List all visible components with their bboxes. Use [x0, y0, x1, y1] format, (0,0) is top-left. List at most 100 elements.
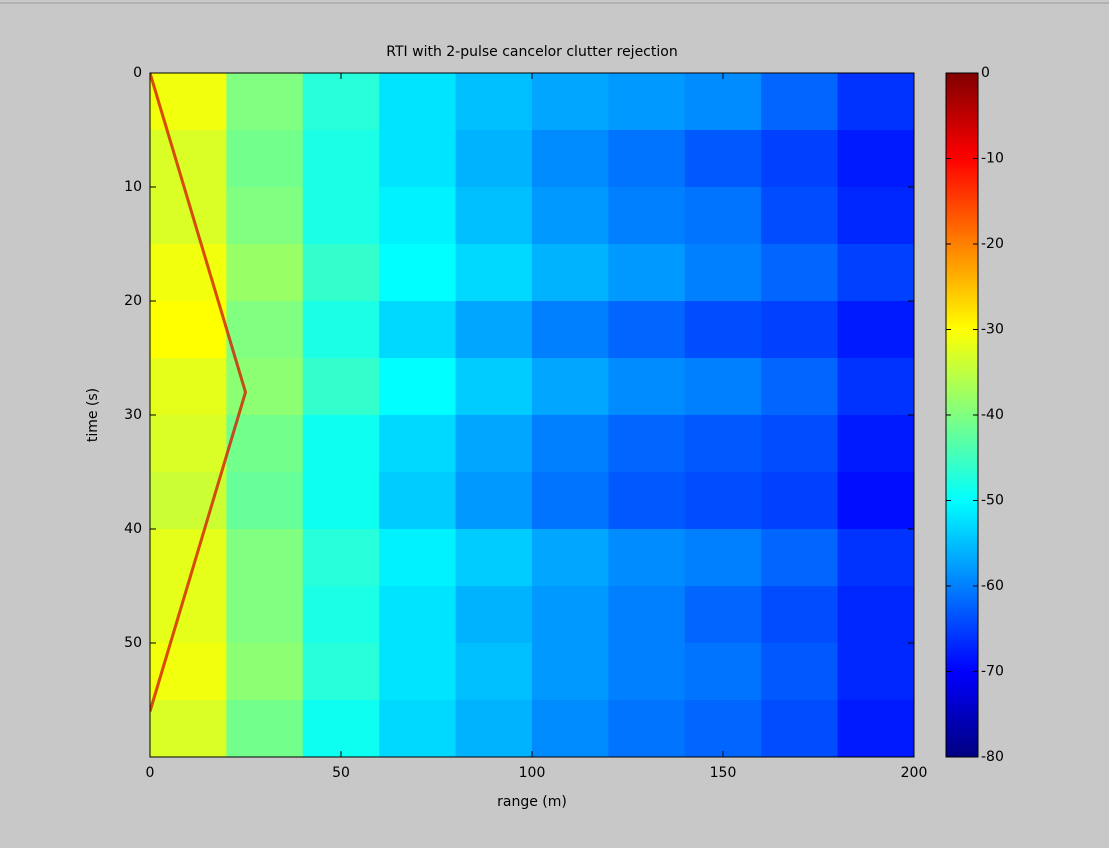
colorbar-tick-label: 0	[981, 65, 990, 81]
heatmap-cell	[837, 244, 914, 302]
heatmap-cell	[532, 301, 609, 359]
heatmap-cell	[302, 130, 380, 188]
heatmap-cell	[379, 472, 457, 530]
heatmap-cell	[608, 187, 686, 245]
heatmap-cell	[608, 529, 686, 587]
heatmap-cell	[761, 130, 839, 188]
heatmap-cell	[455, 73, 533, 131]
heatmap-cell	[302, 187, 380, 245]
heatmap-cell	[455, 130, 533, 188]
heatmap-cell	[532, 130, 609, 188]
heatmap-cell	[532, 700, 609, 757]
heatmap-cell	[226, 472, 304, 530]
heatmap-cell	[608, 472, 686, 530]
colorbar-tick-label: -20	[981, 236, 1004, 252]
heatmap-cell	[302, 244, 380, 302]
heatmap-cell	[226, 586, 304, 644]
x-tick-label: 0	[146, 765, 155, 781]
heatmap-cell	[608, 586, 686, 644]
heatmap-cell	[532, 586, 609, 644]
heatmap-cell	[684, 700, 762, 757]
heatmap-cell	[379, 700, 457, 757]
heatmap-cell	[302, 472, 380, 530]
heatmap-cell	[455, 472, 533, 530]
heatmap-cell	[455, 244, 533, 302]
heatmap-cell	[532, 529, 609, 587]
heatmap-cell	[608, 244, 686, 302]
chart-title: RTI with 2-pulse cancelor clutter reject…	[386, 44, 677, 60]
heatmap-cell	[684, 244, 762, 302]
colorbar-tick-label: -10	[981, 151, 1004, 167]
x-tick-label: 100	[519, 765, 546, 781]
heatmap-cell	[684, 187, 762, 245]
heatmap-cell	[150, 130, 227, 188]
x-tick-label: 50	[332, 765, 350, 781]
heatmap-cell	[455, 700, 533, 757]
heatmap-cell	[455, 187, 533, 245]
heatmap-cell	[608, 130, 686, 188]
heatmap-cell	[761, 472, 839, 530]
heatmap-cell	[379, 244, 457, 302]
heatmap-cell	[379, 586, 457, 644]
heatmap-cell	[455, 586, 533, 644]
heatmap-cell	[226, 73, 304, 131]
heatmap-cell	[761, 73, 839, 131]
y-tick-label: 0	[133, 65, 142, 81]
heatmap-cell	[837, 187, 914, 245]
heatmap-cell	[684, 586, 762, 644]
y-axis-label: time (s)	[85, 388, 101, 442]
heatmap-cell	[837, 700, 914, 757]
heatmap-cell	[761, 358, 839, 416]
y-tick-label: 40	[124, 521, 142, 537]
heatmap-cell	[532, 472, 609, 530]
colorbar-tick-label: -40	[981, 407, 1004, 423]
colorbar-tick-label: -30	[981, 322, 1004, 338]
heatmap-cell	[608, 415, 686, 473]
heatmap-cell	[761, 643, 839, 701]
heatmap-cell	[226, 643, 304, 701]
heatmap-cell	[684, 415, 762, 473]
heatmap-cell	[150, 73, 227, 131]
heatmap-cell	[379, 529, 457, 587]
heatmap-cell	[226, 415, 304, 473]
heatmap-cell	[302, 415, 380, 473]
heatmap-cell	[837, 643, 914, 701]
heatmap-cell	[226, 529, 304, 587]
heatmap-cell	[761, 415, 839, 473]
heatmap-cell	[302, 73, 380, 131]
heatmap-cell	[379, 643, 457, 701]
heatmap-cell	[837, 73, 914, 131]
heatmap-cell	[532, 358, 609, 416]
colorbar-tick-label: -70	[981, 664, 1004, 680]
heatmap-cell	[150, 700, 227, 757]
heatmap-cell	[684, 472, 762, 530]
heatmap-cell	[455, 358, 533, 416]
heatmap-cell	[302, 301, 380, 359]
heatmap-cell	[150, 472, 227, 530]
heatmap-cell	[150, 187, 227, 245]
x-tick-label: 150	[710, 765, 737, 781]
heatmap-cell	[302, 358, 380, 416]
heatmap-cell	[684, 358, 762, 416]
heatmap-cell	[608, 643, 686, 701]
heatmap-cell	[761, 244, 839, 302]
heatmap-cell	[837, 301, 914, 359]
heatmap-cell	[837, 529, 914, 587]
heatmap-cell	[150, 415, 227, 473]
heatmap-cell	[150, 301, 227, 359]
heatmap-cell	[608, 301, 686, 359]
heatmap-cell	[379, 73, 457, 131]
heatmap-cell	[532, 187, 609, 245]
colorbar-tick-label: -50	[981, 493, 1004, 509]
colorbar-tick-label: -80	[981, 749, 1004, 765]
colorbar-tick-label: -60	[981, 578, 1004, 594]
heatmap-cell	[684, 529, 762, 587]
heatmap-cell	[150, 586, 227, 644]
heatmap-cell	[608, 358, 686, 416]
heatmap-cell	[379, 415, 457, 473]
heatmap-cell	[379, 187, 457, 245]
heatmap-cell	[837, 130, 914, 188]
heatmap-cell	[761, 529, 839, 587]
